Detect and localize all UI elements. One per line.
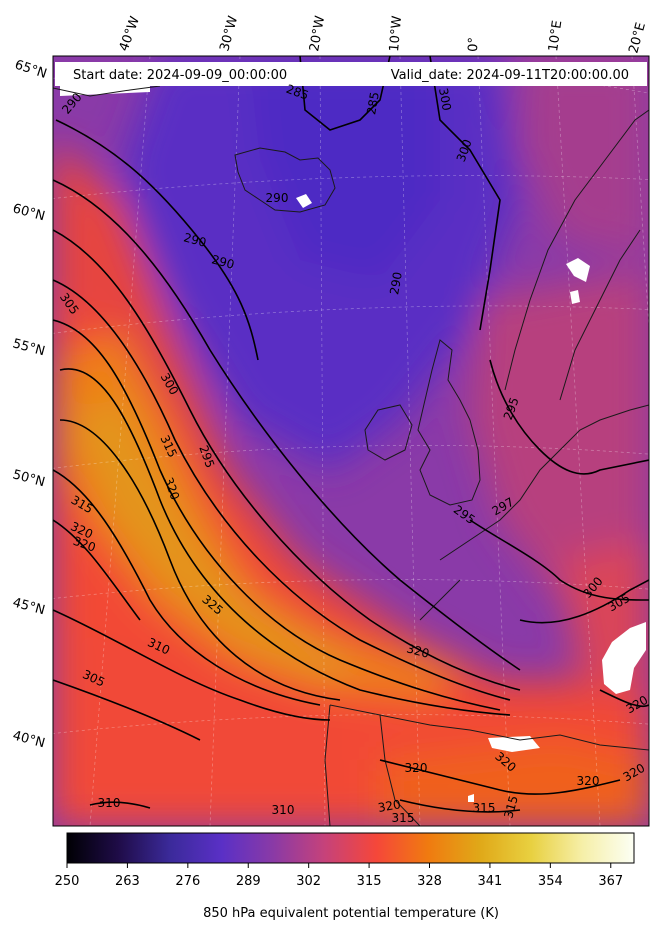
lon-label: 0° <box>466 37 482 52</box>
lat-label: 60°N <box>11 201 47 224</box>
lon-label: 10°W <box>387 15 405 52</box>
contour-label: 290 <box>182 230 208 249</box>
colorbar-tick-label: 341 <box>478 874 503 889</box>
contour-label: 320 <box>405 641 431 660</box>
colorbar-tick-label: 250 <box>55 874 80 889</box>
longitude-labels: 40°W 30°W 20°W 10°W 0° 10°E 20°E <box>117 14 649 55</box>
colorbar-tick-label: 263 <box>115 874 140 889</box>
lon-label: 20°E <box>626 21 649 55</box>
map-frame <box>52 55 650 827</box>
contour-label: 315 <box>392 811 415 825</box>
contour-label: 310 <box>98 796 121 810</box>
contour-label: 310 <box>272 803 295 817</box>
info-box <box>55 62 647 86</box>
contour-label: 320 <box>577 774 600 788</box>
colorbar-tick-label: 328 <box>417 874 442 889</box>
colorbar-tick-label: 354 <box>538 874 563 889</box>
colorbar-tick-label: 302 <box>296 874 321 889</box>
contour-label: 320 <box>377 797 402 815</box>
contour-label: 290 <box>210 252 236 271</box>
colorbar-tick-label: 315 <box>357 874 382 889</box>
lat-label: 55°N <box>11 336 47 359</box>
lat-label: 40°N <box>11 728 47 751</box>
contour-label: 290 <box>266 191 289 205</box>
lon-label: 10°E <box>546 20 565 53</box>
lon-label: 30°W <box>217 14 241 53</box>
colorbar-tick-label: 367 <box>598 874 623 889</box>
colorbar-ticks: 250 263 276 289 302 315 328 341 354 367 <box>55 863 623 889</box>
lon-label: 20°W <box>307 15 328 53</box>
start-date-label: Start date: 2024-09-09_00:00:00 <box>73 68 287 83</box>
coastlines <box>53 85 649 826</box>
contour-label: 320 <box>405 761 428 775</box>
contour-label: 290 <box>387 271 405 296</box>
colorbar-tick-label: 276 <box>175 874 200 889</box>
contour-label: 285 <box>364 91 382 116</box>
lat-label: 50°N <box>11 467 47 490</box>
lat-label: 45°N <box>11 595 47 618</box>
temperature-field <box>53 56 649 826</box>
colorbar-tick-label: 289 <box>236 874 261 889</box>
contour-label: 315 <box>501 794 520 820</box>
contour-labels: 285 285 3003002902902902902903053003153202… <box>57 82 650 825</box>
colorbar: 250 263 276 289 302 315 328 341 354 367 <box>55 832 635 889</box>
valid-date-label: Valid_date: 2024-09-11T20:00:00.00 <box>391 68 629 83</box>
lon-label: 40°W <box>117 14 143 53</box>
lat-label: 65°N <box>13 58 49 82</box>
contour-label: 315 <box>473 801 496 815</box>
latitude-labels: 65°N 60°N 55°N 50°N 45°N 40°N <box>11 58 49 752</box>
colorbar-title: 850 hPa equivalent potential temperature… <box>203 906 499 921</box>
isotherm-contours <box>53 56 649 813</box>
colorbar-gradient <box>66 832 635 864</box>
contour-label: 300 <box>436 87 454 112</box>
